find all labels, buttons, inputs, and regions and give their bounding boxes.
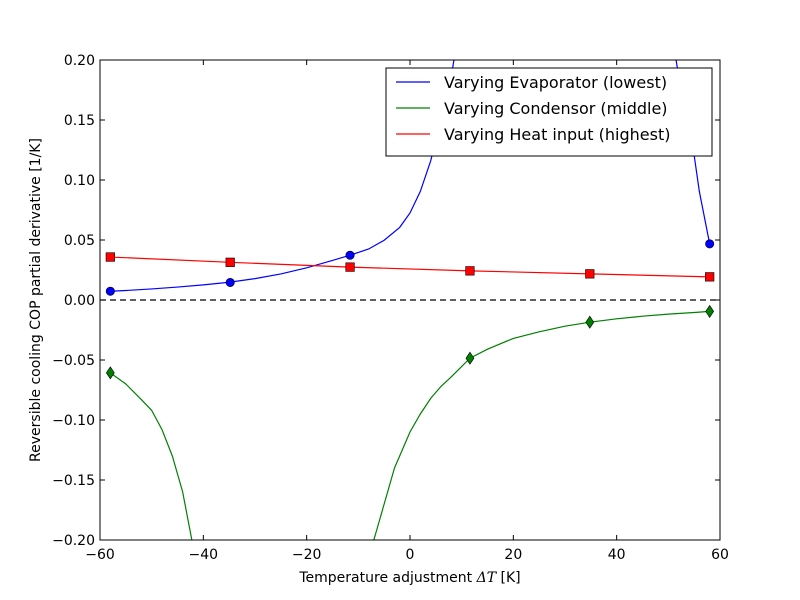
x-axis-label-text: Temperature adjustment — [298, 570, 472, 586]
x-tick-label: 20 — [504, 547, 522, 563]
series-1-marker — [465, 351, 475, 365]
x-axis-label: Temperature adjustment ΔT [K] — [298, 570, 520, 586]
x-tick-label: 40 — [608, 547, 626, 563]
x-axis: −60 −40 −20 0 20 40 60 — [85, 60, 729, 563]
plot-area — [100, 60, 720, 540]
series-line-1 — [109, 310, 710, 540]
y-tick-label: 0.20 — [64, 53, 95, 69]
legend-entry-1: Varying Condensor (middle) — [444, 99, 668, 118]
series-1-marker — [105, 366, 115, 380]
series-2-marker — [105, 252, 115, 262]
y-axis: −0.20 −0.15 −0.10 −0.05 0.00 0.05 0.10 0.15 0.20 — [52, 53, 720, 549]
y-tick-label: −0.10 — [52, 413, 95, 429]
y-tick-label: 0.05 — [64, 233, 95, 249]
y-axis-label: Reversible cooling COP partial derivativ… — [28, 138, 44, 462]
legend-box — [385, 67, 713, 157]
series-2-marker — [345, 262, 355, 272]
series-0-marker — [225, 277, 235, 287]
series-1-marker — [585, 315, 595, 329]
x-tick-label: −40 — [189, 547, 219, 563]
y-tick-label: −0.15 — [52, 473, 95, 489]
series-0-marker — [345, 250, 355, 260]
series-1-marker — [705, 304, 715, 318]
y-tick-label: 0.15 — [64, 113, 95, 129]
series-0-marker — [705, 239, 715, 249]
series-line-2 — [110, 256, 710, 278]
x-tick-label: 0 — [406, 547, 415, 563]
y-tick-label: −0.05 — [52, 353, 95, 369]
legend-entry-0: Varying Evaporator (lowest) — [444, 73, 667, 92]
series-2-marker — [705, 272, 715, 282]
series-0-marker — [105, 286, 115, 296]
series-2-marker — [585, 269, 595, 279]
y-tick-label: −0.20 — [52, 533, 95, 549]
x-axis-label-symbol: ΔT — [476, 570, 498, 586]
series-2-marker — [225, 257, 235, 267]
series-2-marker — [465, 266, 475, 276]
series-line-0 — [110, 60, 711, 292]
legend: Varying Evaporator (lowest) Varying Conde… — [385, 67, 713, 157]
y-tick-label: 0.10 — [64, 173, 95, 189]
x-axis-label-unit: [K] — [501, 570, 521, 586]
x-tick-label: −20 — [292, 547, 322, 563]
x-tick-label: 60 — [711, 547, 729, 563]
legend-entry-2: Varying Heat input (highest) — [444, 125, 670, 144]
y-tick-label: 0.00 — [64, 293, 95, 309]
x-tick-label: −60 — [85, 547, 115, 563]
